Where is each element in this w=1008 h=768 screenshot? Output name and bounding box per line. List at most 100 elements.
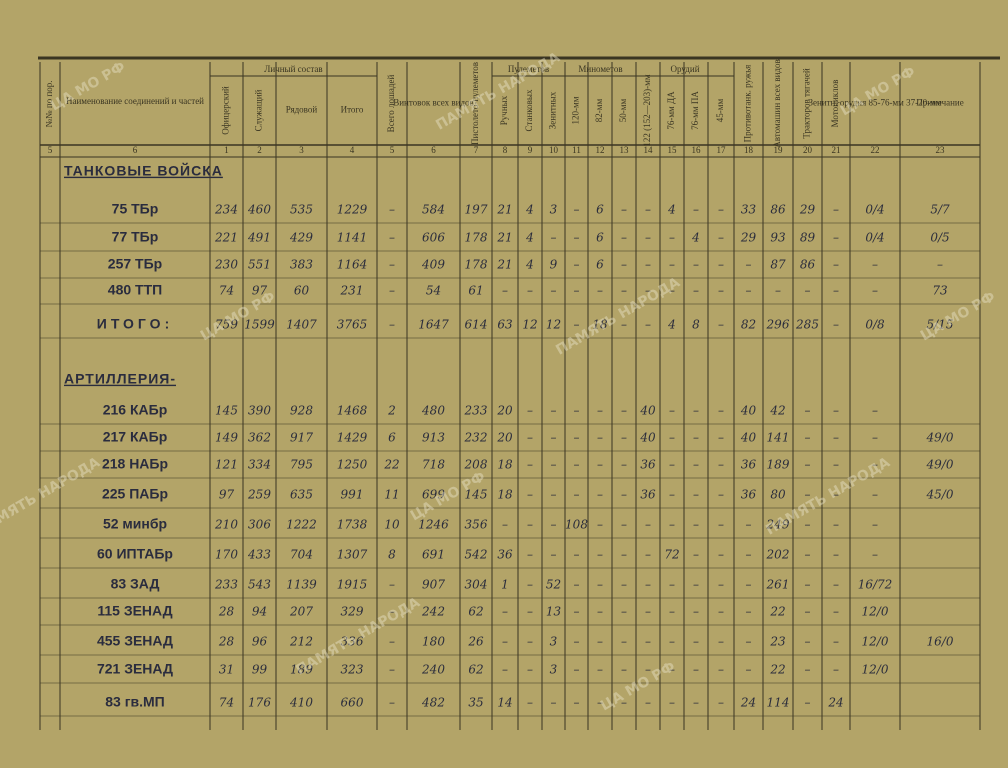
- cell: 759: [215, 318, 238, 332]
- cell: –: [805, 431, 811, 445]
- cell: 4: [525, 258, 534, 272]
- cell: 491: [247, 231, 271, 245]
- header-cell: Ручных: [499, 95, 509, 125]
- cell: –: [746, 258, 752, 272]
- cell: –: [718, 203, 724, 217]
- cell: –: [527, 635, 533, 649]
- column-number: 6: [133, 145, 138, 155]
- cell: 18: [497, 458, 513, 472]
- cell: –: [746, 635, 752, 649]
- cell: 362: [248, 431, 271, 445]
- cell: 80: [770, 488, 786, 502]
- cell: –: [527, 458, 533, 472]
- cell: 21: [496, 203, 512, 217]
- cell: 1139: [286, 578, 317, 592]
- cell: –: [833, 404, 839, 418]
- cell: 0/4: [865, 231, 884, 245]
- cell: 21: [496, 231, 512, 245]
- cell: 285: [795, 318, 819, 332]
- cell: –: [872, 404, 878, 418]
- cell: 429: [289, 231, 313, 245]
- cell: –: [718, 548, 724, 562]
- cell: –: [833, 488, 839, 502]
- cell: –: [621, 231, 627, 245]
- cell: 40: [639, 431, 656, 445]
- cell: –: [527, 518, 533, 532]
- cell: –: [527, 488, 533, 502]
- cell: –: [389, 696, 395, 710]
- cell: –: [718, 578, 724, 592]
- unit-name: ИТОГО:: [97, 316, 173, 332]
- cell: 551: [248, 258, 271, 272]
- cell: 542: [465, 548, 488, 562]
- cell: 24: [740, 696, 756, 710]
- cell: 74: [219, 696, 234, 710]
- cell: –: [718, 318, 724, 332]
- cell: 383: [290, 258, 313, 272]
- column-number: 7: [474, 145, 479, 155]
- cell: –: [775, 284, 781, 298]
- cell: –: [693, 548, 699, 562]
- unit-name: 257 ТБр: [108, 256, 162, 272]
- cell: –: [718, 605, 724, 619]
- cell: 323: [341, 663, 364, 677]
- header-cell: Офицерский: [221, 86, 231, 135]
- column-number: 14: [644, 145, 654, 155]
- column-number: 3: [299, 145, 304, 155]
- cell: –: [389, 231, 395, 245]
- cell: 86: [770, 203, 786, 217]
- cell: 33: [741, 203, 757, 217]
- cell: 1141: [337, 231, 368, 245]
- cell: –: [597, 548, 603, 562]
- header-cell: Винтовок всех видов: [393, 98, 474, 108]
- cell: –: [621, 404, 627, 418]
- cell: –: [621, 518, 627, 532]
- cell: 29: [740, 231, 757, 245]
- header-cell: 120-мм: [571, 96, 581, 124]
- cell: –: [833, 578, 839, 592]
- column-number: 1: [224, 145, 229, 155]
- cell: –: [574, 318, 580, 332]
- cell: –: [669, 663, 675, 677]
- cell: 28: [218, 605, 235, 619]
- cell: 40: [639, 404, 656, 418]
- cell: –: [389, 203, 395, 217]
- cell: –: [805, 284, 811, 298]
- cell: –: [551, 231, 557, 245]
- cell: 141: [767, 431, 790, 445]
- cell: 11: [384, 488, 399, 502]
- section-title: АРТИЛЛЕРИЯ-: [64, 371, 176, 387]
- cell: –: [621, 284, 627, 298]
- cell: 3765: [337, 318, 368, 332]
- cell: –: [693, 458, 699, 472]
- cell: 0/5: [930, 231, 949, 245]
- cell: 3: [550, 663, 558, 677]
- cell: 1229: [337, 203, 368, 217]
- column-number: 16: [692, 145, 702, 155]
- cell: 1599: [244, 318, 275, 332]
- cell: 36: [741, 458, 757, 472]
- cell: 61: [468, 284, 483, 298]
- column-number: 4: [350, 145, 355, 155]
- group-header: Орудий: [670, 64, 699, 74]
- cell: –: [597, 635, 603, 649]
- cell: 29: [799, 203, 816, 217]
- cell: 16/0: [927, 635, 954, 649]
- cell: –: [693, 284, 699, 298]
- cell: 8: [388, 548, 396, 562]
- cell: 26: [467, 635, 484, 649]
- cell: –: [389, 318, 395, 332]
- cell: –: [527, 284, 533, 298]
- cell: 259: [247, 488, 271, 502]
- cell: 991: [341, 488, 364, 502]
- cell: –: [621, 605, 627, 619]
- cell: –: [621, 258, 627, 272]
- unit-name: 83 гв.МП: [105, 694, 165, 710]
- cell: 87: [770, 258, 786, 272]
- cell: 606: [422, 231, 445, 245]
- cell: 40: [740, 404, 757, 418]
- cell: –: [574, 635, 580, 649]
- cell: 1164: [337, 258, 368, 272]
- cell: –: [645, 635, 651, 649]
- cell: –: [389, 605, 395, 619]
